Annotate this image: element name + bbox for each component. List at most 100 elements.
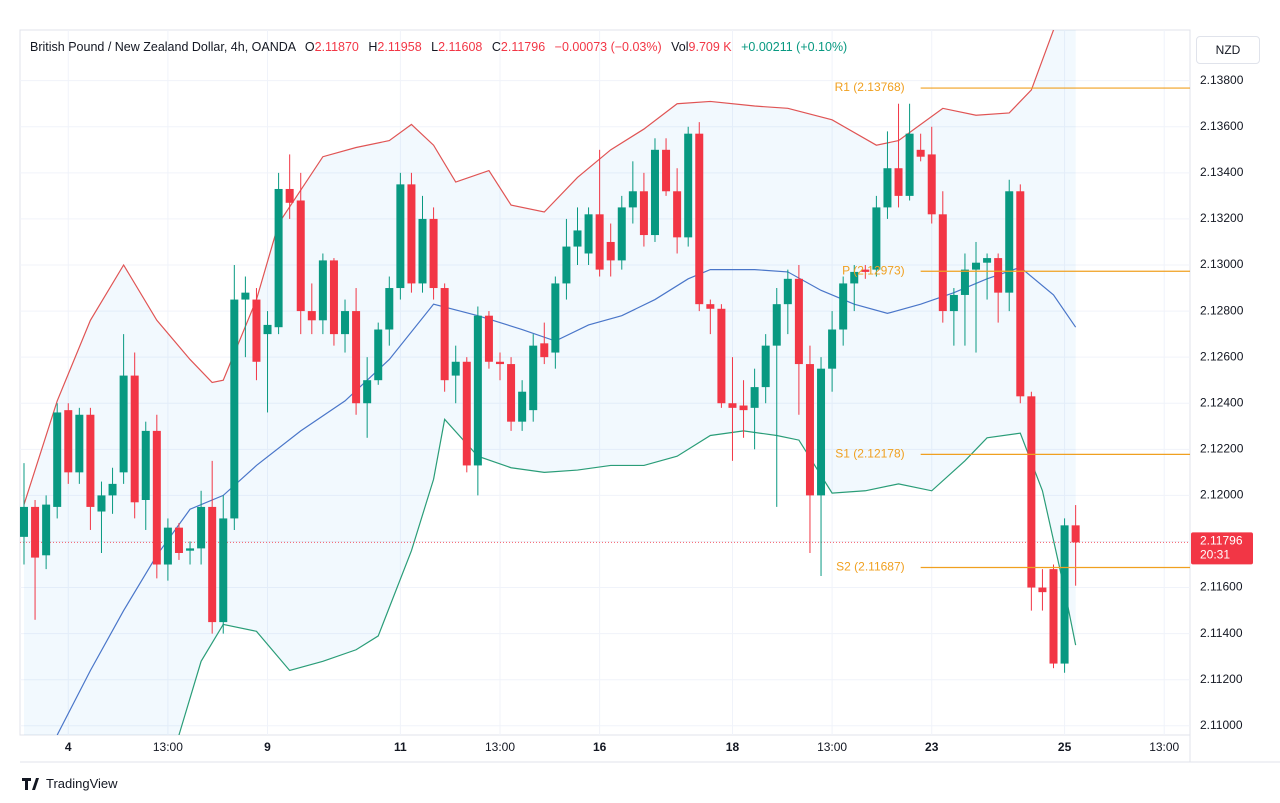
candle-body (263, 324, 272, 335)
candle-body (1038, 587, 1047, 593)
axes: 2.110002.112002.114002.116002.118002.120… (65, 73, 1253, 754)
candle-body (496, 361, 504, 365)
candle-body (794, 278, 803, 365)
x-tick-label: 25 (1058, 740, 1072, 754)
candle-body (872, 207, 881, 270)
band-line (23, 30, 1055, 505)
x-tick-label: 13:00 (1149, 740, 1179, 754)
y-tick-label: 2.11400 (1200, 626, 1243, 640)
candle-body (42, 504, 51, 556)
y-tick-label: 2.13200 (1200, 211, 1244, 225)
y-tick-label: 2.12400 (1200, 395, 1244, 409)
change: −0.00073 (−0.03%) (554, 40, 662, 54)
ohlc-key: L (431, 40, 439, 54)
candle-body (230, 299, 239, 519)
candle-body (385, 288, 394, 330)
ohlc-value: 2.11608 (438, 40, 483, 54)
pivot-label: R1 (2.13768) (835, 80, 905, 94)
ohlc-key: C (491, 40, 501, 54)
pivots: R1 (2.13768) P (2.12973) S1 (2.12178) S2 (2… (835, 80, 1190, 574)
candle-body (451, 361, 460, 376)
x-tick-label: 13:00 (817, 740, 847, 754)
pivot-label: S2 (2.11687) (836, 560, 905, 574)
x-tick-label: 18 (726, 740, 740, 754)
candle-body (396, 184, 405, 289)
y-tick-label: 2.13800 (1200, 73, 1244, 87)
volume-change: +0.00211 (+0.10%) (741, 40, 848, 54)
candle-body (850, 271, 859, 284)
candle-body (540, 343, 549, 358)
candle-body (318, 260, 327, 321)
currency-button[interactable]: NZD (1196, 36, 1260, 64)
candle-body (186, 548, 195, 551)
candle-body (839, 283, 848, 330)
candle-body (972, 262, 981, 270)
candle-body (152, 430, 161, 565)
candle-body (894, 168, 903, 196)
candle-body (53, 412, 62, 507)
candle-body (374, 329, 383, 381)
candle-body (241, 292, 250, 300)
candle-body (141, 430, 150, 500)
candle-body (130, 375, 139, 503)
candle-body (307, 311, 316, 321)
candle-body (949, 294, 958, 312)
candle-body (163, 527, 172, 565)
ohlc-value: 2.11958 (377, 40, 422, 54)
candle-body (606, 241, 615, 261)
candle-body (484, 315, 493, 362)
candle-body (905, 133, 914, 196)
candle-body (828, 329, 837, 369)
pivot-label: S1 (2.12178) (835, 447, 904, 461)
countdown-label: 20:31 (1200, 548, 1230, 562)
candle-body (440, 288, 449, 381)
candle-body (208, 506, 217, 623)
candle-body (341, 311, 350, 335)
candle-body (1071, 525, 1080, 543)
candle-body (617, 207, 626, 261)
candle-body (64, 410, 73, 473)
candle-body (507, 364, 516, 422)
ohlc-key: O (304, 40, 315, 54)
candle-body (662, 149, 671, 192)
brand-name: TradingView (46, 776, 118, 791)
candle-body (695, 133, 704, 305)
candle-body (31, 506, 40, 558)
candle-body (684, 133, 693, 238)
candle-body (473, 315, 482, 466)
y-tick-label: 2.11200 (1200, 672, 1243, 686)
candle-body (97, 495, 106, 512)
candle-body (418, 218, 427, 284)
band-fill (23, 30, 1076, 735)
candle-body (960, 269, 969, 295)
brand-logo (22, 777, 39, 790)
symbol-title: British Pound / New Zealand Dollar, 4h, … (30, 40, 296, 54)
candle-body (518, 391, 527, 422)
band-line (178, 418, 1077, 735)
y-tick-label: 2.13000 (1200, 257, 1244, 271)
candle-body (19, 506, 28, 537)
y-tick-label: 2.13400 (1200, 165, 1244, 179)
candle-body (761, 345, 770, 388)
candle-body (595, 214, 604, 270)
y-tick-label: 2.11000 (1200, 718, 1243, 732)
candle-body (197, 506, 206, 549)
x-tick-label: 4 (65, 740, 72, 754)
candle-body (1049, 569, 1058, 664)
candle-body (329, 260, 338, 335)
candle-body (717, 308, 726, 404)
candle-body (363, 380, 372, 404)
candle-body (429, 218, 438, 289)
candle-body (817, 368, 826, 496)
candle-body (639, 191, 648, 236)
volume-key: Vol (671, 40, 689, 54)
ohlc-value: 2.11870 (314, 40, 359, 54)
x-tick-label: 16 (593, 740, 607, 754)
last-price-tag (1191, 532, 1253, 565)
band-line (56, 266, 1077, 735)
candle-body (1027, 396, 1036, 588)
x-tick-label: 11 (394, 740, 407, 754)
y-tick-label: 2.13600 (1200, 119, 1244, 133)
